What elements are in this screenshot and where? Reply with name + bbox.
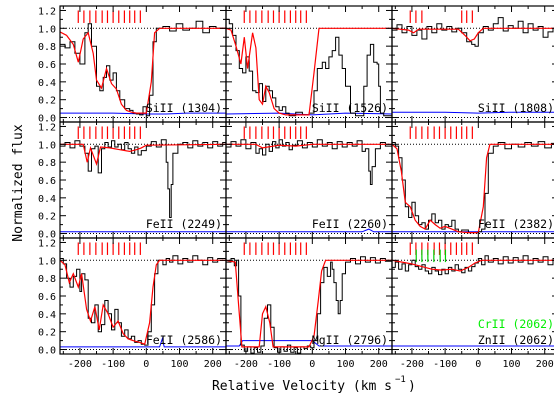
observed-spectrum: [392, 141, 554, 234]
x-tick-label: 100: [502, 359, 520, 370]
x-tick-label: 0: [475, 359, 481, 370]
model-fit: [226, 27, 392, 116]
x-axis-label-close: ): [408, 379, 416, 394]
x-tick-label: -200: [68, 359, 92, 370]
y-tick-label: 1.0: [38, 140, 56, 151]
y-tick-label: 0.0: [38, 230, 56, 241]
spectra-panel-grid: 0.0 0.2 0.4 0.6 0.8 1.0 1.2 SiII (1304) SiII (15…: [38, 5, 554, 370]
transition-label: FeII (2586): [146, 333, 222, 347]
error-spectrum: [226, 228, 392, 233]
x-tick-label: 100: [170, 359, 188, 370]
model-fit: [226, 259, 392, 348]
observed-spectrum: [60, 20, 226, 117]
y-tick-label: 0.8: [38, 274, 56, 285]
y-tick-label: 1.2: [38, 238, 56, 249]
observed-spectrum: [226, 256, 392, 354]
x-tick-label: 200: [536, 359, 554, 370]
transition-label: ZnII (2062): [478, 333, 554, 347]
x-axis-label-exponent: −1: [395, 375, 406, 385]
x-axis-label: Relative Velocity (km s: [212, 379, 392, 394]
model-fit: [392, 259, 554, 272]
y-tick-label: 0.8: [38, 158, 56, 169]
panel: SiII (1526): [225, 5, 393, 123]
panel: -200 -100 0 100 200 ZnII (2062) CrII (2062): [391, 237, 554, 370]
transition-label: SiII (1304): [146, 101, 222, 115]
observed-spectrum: [392, 255, 554, 276]
x-tick-label: -100: [101, 359, 125, 370]
panel: SiII (1808): [391, 5, 554, 123]
observed-spectrum: [226, 139, 392, 185]
error-spectrum: [392, 111, 554, 114]
y-tick-label: 0.6: [38, 176, 56, 187]
y-tick-label: 0.4: [38, 78, 56, 89]
y-tick-label: 0.0: [38, 114, 56, 125]
y-tick-label: 0.2: [38, 96, 56, 107]
y-tick-label: 1.0: [38, 24, 56, 35]
transition-label: FeII (2382): [478, 217, 554, 231]
x-tick-label: 0: [309, 359, 315, 370]
error-spectrum: [226, 112, 392, 116]
y-tick-label: 0.2: [38, 212, 56, 223]
model-fit: [60, 259, 226, 345]
x-tick-label: -100: [433, 359, 457, 370]
x-tick-label: 200: [370, 359, 388, 370]
panel: 0.0 0.2 0.4 0.6 0.8 1.0 1.2 SiII (1304): [38, 5, 227, 125]
y-tick-label: 0.6: [38, 60, 56, 71]
y-tick-label: 1.2: [38, 6, 56, 17]
model-fit: [392, 143, 554, 234]
observed-spectrum: [392, 17, 554, 47]
x-tick-label: -200: [400, 359, 424, 370]
y-tick-label: 0.0: [38, 346, 56, 357]
panel: 0.0 0.2 0.4 0.6 0.8 1.0 1.2 FeII (2249): [38, 121, 227, 241]
y-axis-label: Normalized flux: [11, 124, 26, 242]
panel: -200 -100 0 100 200 MgII (2796): [225, 237, 393, 370]
y-tick-label: 0.2: [38, 328, 56, 339]
y-tick-label: 0.6: [38, 292, 56, 303]
error-spectrum: [60, 336, 226, 348]
y-tick-label: 1.2: [38, 122, 56, 133]
transition-label: FeII (2260): [312, 217, 388, 231]
transition-label: SiII (1526): [312, 101, 388, 115]
model-fit: [60, 27, 226, 114]
panel: FeII (2260): [225, 121, 393, 239]
model-fit: [226, 143, 392, 149]
transition-label-secondary: CrII (2062): [478, 317, 554, 331]
model-fit: [60, 143, 226, 166]
y-tick-label: 1.0: [38, 256, 56, 267]
x-tick-label: -200: [234, 359, 258, 370]
x-tick-label: 100: [336, 359, 354, 370]
x-tick-label: -100: [267, 359, 291, 370]
transition-label: MgII (2796): [312, 333, 388, 347]
transition-label: SiII (1808): [478, 101, 554, 115]
y-tick-label: 0.8: [38, 42, 56, 53]
x-tick-label: 200: [204, 359, 222, 370]
model-fit: [392, 27, 554, 42]
y-tick-label: 0.4: [38, 194, 56, 205]
error-spectrum: [226, 340, 392, 347]
y-tick-label: 0.4: [38, 310, 56, 321]
panel: 0.0 0.2 0.4 0.6 0.8 1.0 1.2 -200 -100 0 100 200 FeII…: [38, 237, 227, 370]
panel: FeII (2382): [391, 121, 554, 239]
observed-spectrum: [60, 139, 226, 218]
x-tick-label: 0: [143, 359, 149, 370]
transition-label: FeII (2249): [146, 217, 222, 231]
